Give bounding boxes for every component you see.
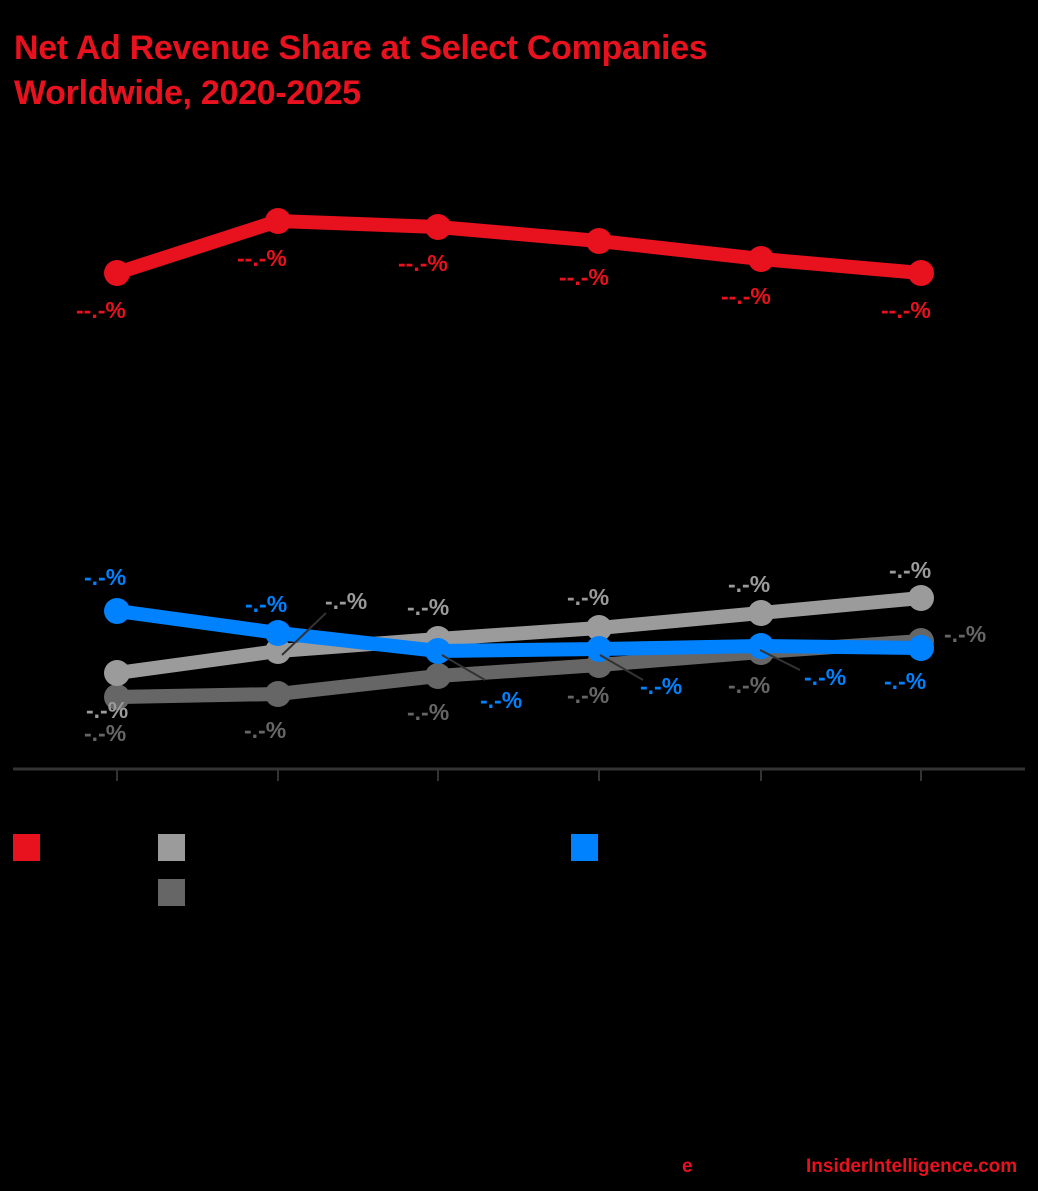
legend-item-red	[13, 834, 50, 861]
legend-swatch-light-gray	[158, 834, 185, 861]
data-label: -.-%	[480, 687, 522, 713]
data-label: --.-%	[881, 297, 931, 323]
data-label: -.-%	[84, 720, 126, 746]
chart-title-line1: Net Ad Revenue Share at Select Companies	[14, 29, 708, 67]
data-label: -.-%	[244, 717, 286, 743]
data-label: --.-%	[237, 245, 287, 271]
chart-title-line2: Worldwide, 2020-2025	[14, 74, 361, 112]
legend-swatch-blue	[571, 834, 598, 861]
data-label: -.-%	[407, 594, 449, 620]
data-label: --.-%	[76, 297, 126, 323]
legend-item-light-gray	[158, 834, 195, 861]
data-label: --.-%	[398, 250, 448, 276]
series-red	[104, 208, 934, 286]
data-label: -.-%	[728, 672, 770, 698]
legend-swatch-dark-gray	[158, 879, 185, 906]
data-label: --.-%	[721, 283, 771, 309]
dark-gray-data-labels: -.-% -.-% -.-% -.-% -.-% -.-%	[84, 621, 986, 746]
x-axis-ticks	[116, 770, 922, 781]
data-label: -.-%	[728, 571, 770, 597]
data-label: -.-%	[884, 668, 926, 694]
light-gray-data-labels: -.-% -.-% -.-% -.-% -.-% -.-%	[86, 557, 931, 723]
data-label: -.-%	[567, 584, 609, 610]
line-chart: --.-% --.-% --.-% --.-% --.-% --.-% -.-%…	[13, 208, 1025, 781]
label-leader-lines	[281, 612, 801, 681]
data-label: -.-%	[889, 557, 931, 583]
footer-source-link[interactable]: InsiderIntelligence.com	[806, 1156, 1018, 1177]
footer-logo-mark: e	[682, 1156, 693, 1177]
data-label: -.-%	[84, 564, 126, 590]
data-label: --.-%	[559, 264, 609, 290]
legend-item-dark-gray	[158, 879, 195, 906]
data-label: -.-%	[245, 591, 287, 617]
data-label: -.-%	[640, 673, 682, 699]
data-label: -.-%	[567, 682, 609, 708]
legend-item-blue	[571, 834, 608, 861]
data-label: -.-%	[804, 664, 846, 690]
legend-swatch-red	[13, 834, 40, 861]
chart-title: Net Ad Revenue Share at Select Companies…	[14, 26, 708, 116]
data-label: -.-%	[325, 588, 367, 614]
data-label: -.-%	[944, 621, 986, 647]
blue-data-labels: -.-% -.-% -.-% -.-% -.-% -.-%	[84, 564, 926, 713]
red-data-labels: --.-% --.-% --.-% --.-% --.-% --.-%	[76, 245, 931, 323]
data-label: -.-%	[86, 697, 128, 723]
data-label: -.-%	[407, 699, 449, 725]
